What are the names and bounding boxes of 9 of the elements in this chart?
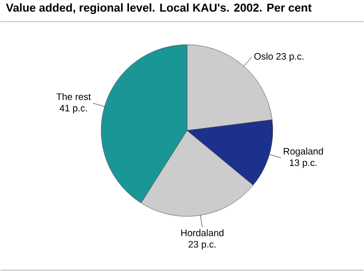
slice-label: Rogaland bbox=[284, 148, 323, 157]
data-label: 23 p.c. bbox=[188, 241, 216, 250]
chart-title: Value added, regional level. Local KAU's. 2002. Per cent bbox=[6, 4, 312, 14]
data-label: 13 p.c. bbox=[290, 160, 317, 168]
slice-label: The rest bbox=[56, 93, 91, 100]
data-label: 23 p.c. bbox=[276, 53, 304, 62]
slice-label: Hordaland bbox=[181, 229, 224, 236]
data-label: 41 p.c. bbox=[60, 105, 87, 114]
slice-label: Oslo bbox=[254, 52, 273, 60]
